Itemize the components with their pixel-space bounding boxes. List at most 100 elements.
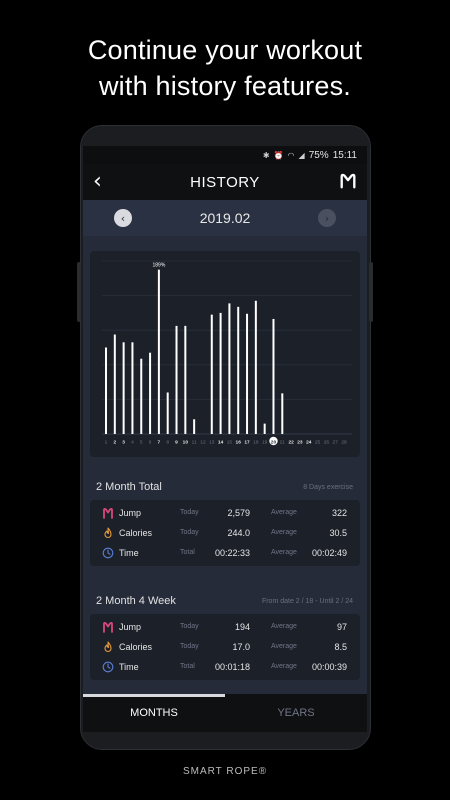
total-section-note: 8 Days exercise [303,484,353,491]
x-tick-label[interactable]: 28 [341,440,347,446]
chevron-left-icon: ‹ [93,169,102,194]
bar-day-20[interactable] [272,318,275,434]
x-tick-label[interactable]: 17 [244,440,250,446]
x-tick-label[interactable]: 21 [280,440,286,446]
stat-caption-primary: Total [180,663,195,670]
clock-icon [102,661,114,673]
x-tick-label[interactable]: 27 [333,440,339,446]
bar-day-3[interactable] [122,342,125,434]
total-section-title: 2 Month Total [96,481,162,493]
bar-day-7[interactable] [157,269,160,434]
total-stats-card: Jump Today 2,579 Average 322 Calories Today 244… [90,500,360,566]
flame-icon [102,641,114,653]
stat-label: Jump [119,508,142,518]
x-tick-label[interactable]: 23 [297,440,303,446]
x-tick-label[interactable]: 5 [140,440,143,446]
stat-value-primary: 00:22:33 [214,548,250,558]
stat-caption-average: Average [271,623,297,630]
x-tick-label[interactable]: 10 [183,440,189,446]
x-tick-label[interactable]: 9 [175,440,178,446]
bar-day-1[interactable] [105,347,107,435]
x-tick-label[interactable]: 18 [253,440,259,446]
x-tick-label[interactable]: 25 [315,440,321,446]
smart-rope-logo-icon[interactable] [339,172,357,190]
battery-level: 75% [308,149,329,161]
wifi-icon: ◠ [287,150,295,160]
next-month-button[interactable]: › [318,209,336,227]
bar-day-10[interactable] [184,325,187,434]
x-tick-label[interactable]: 16 [236,440,242,446]
x-tick-label[interactable]: 22 [288,440,294,446]
x-tick-label[interactable]: 6 [149,440,152,446]
signal-icon: ◢ [298,150,305,160]
bar-day-16[interactable] [237,306,240,434]
x-tick-label[interactable]: 2 [113,440,116,446]
x-tick-label[interactable]: 20 [271,440,277,446]
x-tick-label[interactable]: 12 [200,440,206,446]
x-tick-label[interactable]: 15 [227,440,233,446]
x-tick-label[interactable]: 24 [306,440,312,446]
back-button[interactable]: ‹ [93,169,102,194]
x-tick-label[interactable]: 4 [131,440,134,446]
stat-value-primary: 2,579 [227,508,250,518]
bar-day-2[interactable] [113,334,116,434]
stat-row-jump: Jump Today 194 Average 97 [90,617,360,637]
period-tabs: MONTHS YEARS [83,694,367,732]
status-bar: ✱ ⏰ ◠ ◢ 75% 15:11 [83,146,367,164]
stat-value-average: 00:00:39 [311,662,347,672]
x-tick-label[interactable]: 19 [262,440,268,446]
jump-icon [102,621,114,633]
stat-row-calories: Calories Today 244.0 Average 30.5 [90,523,360,543]
bar-day-21[interactable] [281,393,284,434]
stat-caption-average: Average [271,549,297,556]
week-stats-card: Jump Today 194 Average 97 Calories Today 17.0 Av… [90,614,360,680]
x-tick-label[interactable]: 14 [218,440,224,446]
x-tick-label[interactable]: 8 [166,440,169,446]
bar-day-4[interactable] [131,342,134,434]
x-tick-label[interactable]: 13 [209,440,215,446]
week-section-title: 2 Month 4 Week [96,595,176,607]
x-tick-label[interactable]: 11 [192,440,197,446]
peak-value-label: 189% [152,263,165,269]
bar-day-18[interactable] [254,300,257,434]
bar-day-17[interactable] [246,313,249,434]
x-tick-label[interactable]: 3 [122,440,125,446]
brand-footer: SMART ROPE® [182,766,268,777]
bar-day-9[interactable] [175,325,178,434]
stat-row-jump: Jump Today 2,579 Average 322 [90,503,360,523]
bar-day-19[interactable] [263,423,266,434]
page-title: HISTORY [190,173,260,191]
bar-day-5[interactable] [140,358,143,434]
stat-caption-primary: Today [180,643,199,650]
stat-caption-primary: Today [180,623,199,630]
stat-row-time: Time Total 00:22:33 Average 00:02:49 [90,543,360,563]
tab-years[interactable]: YEARS [277,707,315,719]
x-tick-label[interactable]: 26 [324,440,330,446]
stat-row-calories: Calories Today 17.0 Average 8.5 [90,637,360,657]
x-tick-label[interactable]: 7 [158,440,161,446]
stat-value-primary: 17.0 [232,642,250,652]
flame-icon [102,527,114,539]
bar-day-6[interactable] [149,352,152,434]
bar-day-11[interactable] [193,419,196,434]
bar-day-14[interactable] [219,312,222,434]
stat-label: Time [119,548,139,558]
bar-day-8[interactable] [166,392,169,434]
daily-bar-chart: 1 2 3 4 5 6 7 8 9 10 11 12 13 14 15 16 17 18 19 20 21 22 23 24 2… [90,251,360,457]
chevron-left-icon: ‹ [120,211,126,225]
headline-line-1: Continue your workout [87,35,363,65]
chart-svg: 1 2 3 4 5 6 7 8 9 10 11 12 13 14 15 16 17 18 19 20 21 22 23 24 2… [102,260,352,446]
stat-caption-average: Average [271,643,297,650]
app-bar: ‹ HISTORY [83,164,367,200]
tab-months[interactable]: MONTHS [130,707,178,719]
prev-month-button[interactable]: ‹ [114,209,132,227]
headline: Continue your workout with history featu… [0,32,450,104]
chevron-right-icon: › [324,211,330,225]
bar-day-15[interactable] [228,303,231,434]
app-screen: ✱ ⏰ ◠ ◢ 75% 15:11 ‹ HISTORY ‹ 2019.02 › … [83,146,367,732]
bar-day-13[interactable] [210,314,213,434]
clock-icon [102,547,114,559]
stat-value-primary: 00:01:18 [214,662,250,672]
x-tick-label[interactable]: 1 [105,440,108,446]
current-month: 2019.02 [199,210,251,226]
